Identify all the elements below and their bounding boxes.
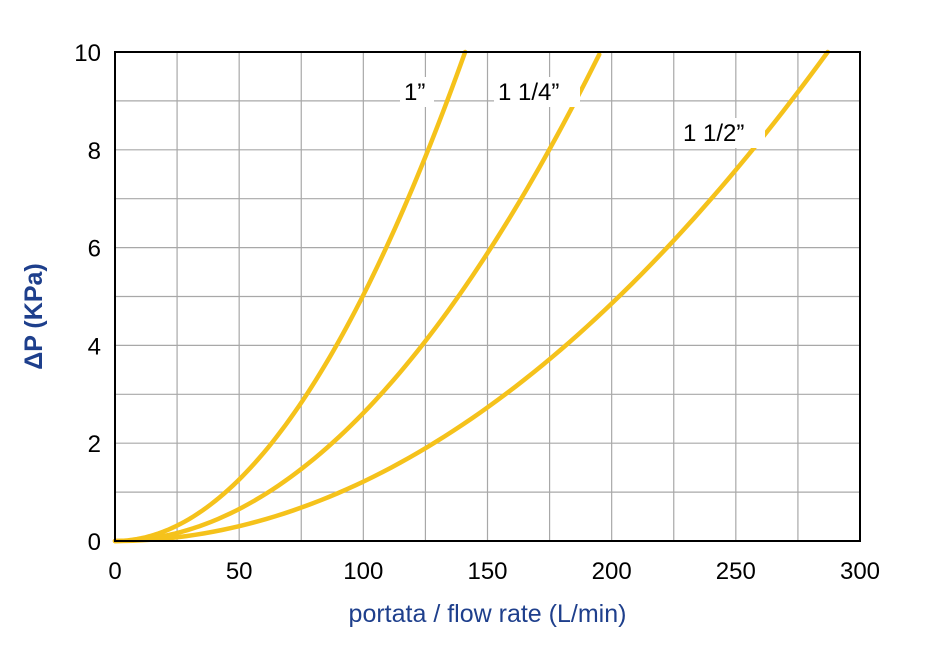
- x-axis-title: portata / flow rate (L/min): [349, 600, 627, 628]
- x-tick-label: 100: [343, 558, 383, 585]
- x-tick-label: 50: [226, 558, 253, 585]
- series-label-background: [679, 118, 765, 148]
- plot-frame: [114, 51, 861, 542]
- series-line-3: [112, 49, 830, 544]
- series-line-1: [112, 49, 468, 544]
- series-line-2: [112, 52, 602, 544]
- grid: [115, 52, 860, 541]
- y-tick-label: 8: [88, 138, 101, 165]
- tick-labels: 0 50 100 150 200 250 300 0 2 4 6 8 10: [74, 40, 880, 585]
- series-label-background: [400, 77, 434, 107]
- x-tick-label: 300: [840, 558, 880, 585]
- x-tick-label: 200: [592, 558, 632, 585]
- y-tick-label: 4: [88, 333, 101, 360]
- x-tick-label: 150: [467, 558, 507, 585]
- x-tick-label: 250: [716, 558, 756, 585]
- series-label-background: [494, 77, 580, 107]
- series-lines: [112, 49, 830, 544]
- y-tick-label: 0: [88, 529, 101, 556]
- series-label: 1 1/4”: [498, 79, 559, 106]
- series-labels: 1” 1 1/4” 1 1/2”: [400, 77, 765, 148]
- y-tick-label: 10: [74, 40, 101, 67]
- y-tick-label: 6: [88, 236, 101, 263]
- y-axis-title: ΔP (KPa): [20, 263, 48, 369]
- series-label: 1 1/2”: [683, 120, 744, 147]
- y-tick-label: 2: [88, 431, 101, 458]
- series-label: 1”: [404, 79, 425, 106]
- x-tick-label: 0: [108, 558, 121, 585]
